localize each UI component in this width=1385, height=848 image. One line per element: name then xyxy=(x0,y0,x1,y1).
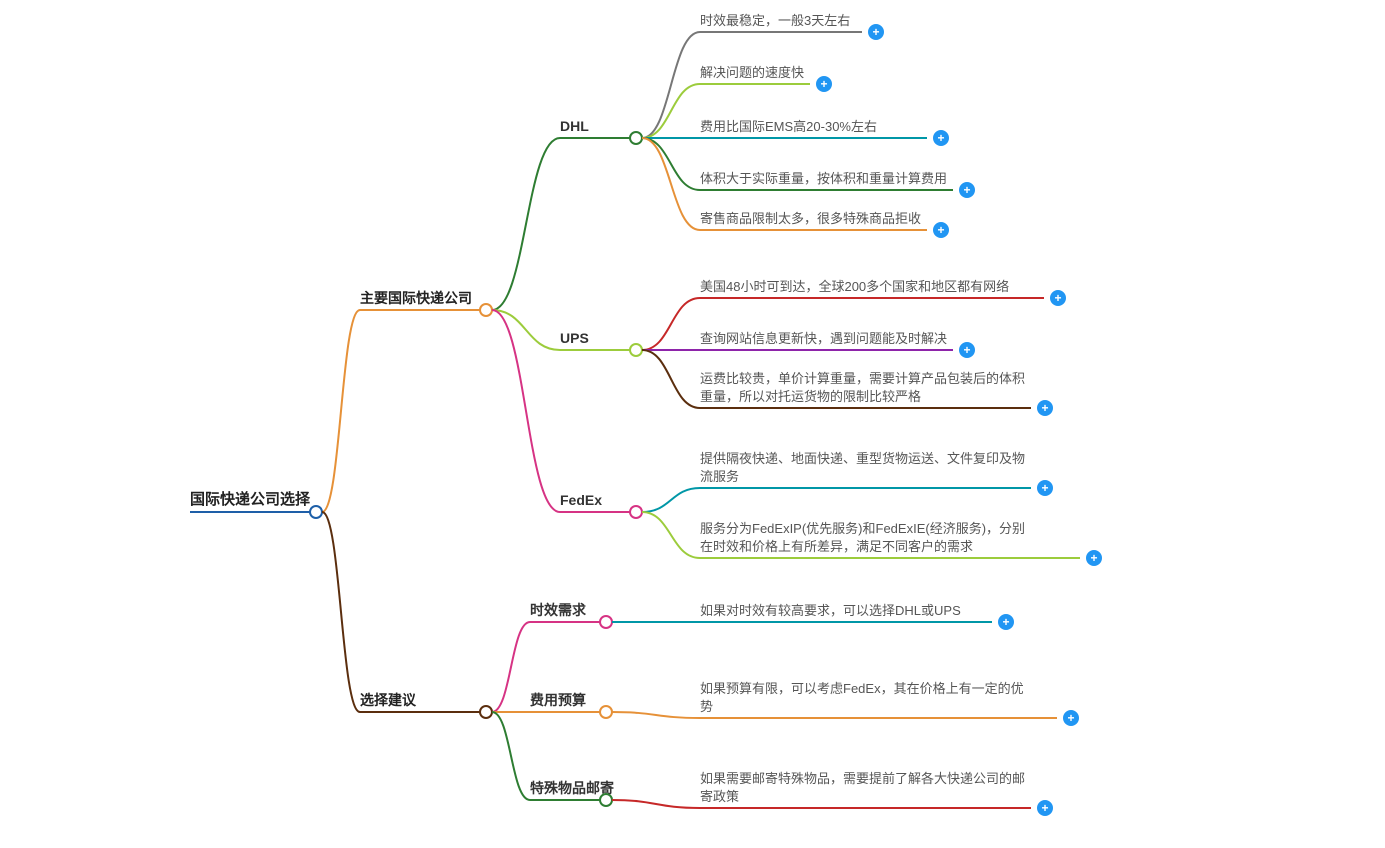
node-time[interactable] xyxy=(600,616,612,628)
node-fedex[interactable] xyxy=(630,506,642,518)
edge-advice-time xyxy=(492,622,530,712)
node-advice[interactable] xyxy=(480,706,492,718)
node-dhl[interactable] xyxy=(630,132,642,144)
leaf-ups1-line0: 美国48小时可到达，全球200多个国家和地区都有网络 xyxy=(700,279,1009,294)
expand-dhl5-glyph: + xyxy=(937,223,944,237)
node-companies[interactable] xyxy=(480,304,492,316)
node-special[interactable] xyxy=(600,794,612,806)
edge-advice-special xyxy=(492,712,530,800)
leaf-ups3-line1: 重量，所以对托运货物的限制比较严格 xyxy=(700,389,921,404)
label-fedex: FedEx xyxy=(560,492,602,508)
expand-dhl2-glyph: + xyxy=(820,77,827,91)
leaf-fedex1-line1: 流服务 xyxy=(700,469,739,484)
edge-companies-dhl xyxy=(492,138,560,310)
leaf-dhl5-line0: 寄售商品限制太多，很多特殊商品拒收 xyxy=(700,211,921,226)
expand-fedex1-glyph: + xyxy=(1041,481,1048,495)
expand-special1-glyph: + xyxy=(1041,801,1048,815)
expand-time1-glyph: + xyxy=(1002,615,1009,629)
expand-fedex2-glyph: + xyxy=(1090,551,1097,565)
label-special: 特殊物品邮寄 xyxy=(530,780,614,796)
label-dhl: DHL xyxy=(560,118,589,134)
edge-ups-ups3 xyxy=(642,350,700,408)
edge-dhl-dhl5 xyxy=(642,138,700,230)
edge-root-advice xyxy=(322,512,360,712)
node-ups[interactable] xyxy=(630,344,642,356)
root-node[interactable] xyxy=(310,506,322,518)
leaf-dhl1-line0: 时效最稳定，一般3天左右 xyxy=(700,13,850,28)
leaf-fedex2-line0: 服务分为FedExIP(优先服务)和FedExIE(经济服务)，分别 xyxy=(700,521,1025,536)
edge-special-special1 xyxy=(612,800,700,808)
leaf-dhl2-line0: 解决问题的速度快 xyxy=(700,65,804,80)
edge-ups-ups1 xyxy=(642,298,700,350)
expand-dhl1-glyph: + xyxy=(872,25,879,39)
root-label: 国际快递公司选择 xyxy=(190,490,311,508)
label-time: 时效需求 xyxy=(530,602,587,618)
leaf-fedex2-line1: 在时效和价格上有所差异，满足不同客户的需求 xyxy=(700,539,973,554)
expand-ups2-glyph: + xyxy=(963,343,970,357)
leaf-special1-line0: 如果需要邮寄特殊物品，需要提前了解各大快递公司的邮 xyxy=(700,771,1025,786)
leaf-special1-line1: 寄政策 xyxy=(700,789,739,804)
leaf-dhl3-line0: 费用比国际EMS高20-30%左右 xyxy=(700,119,877,134)
edge-fedex-fedex2 xyxy=(642,512,700,558)
edge-dhl-dhl2 xyxy=(642,84,700,138)
leaf-ups3-line0: 运费比较贵，单价计算重量，需要计算产品包装后的体积 xyxy=(700,371,1025,386)
label-budget: 费用预算 xyxy=(530,692,586,708)
leaf-ups2-line0: 查询网站信息更新快，遇到问题能及时解决 xyxy=(700,331,947,346)
label-ups: UPS xyxy=(560,330,589,346)
edge-budget-budget1 xyxy=(612,712,700,718)
edge-companies-fedex xyxy=(492,310,560,512)
label-companies: 主要国际快递公司 xyxy=(360,290,472,306)
leaf-fedex1-line0: 提供隔夜快递、地面快递、重型货物运送、文件复印及物 xyxy=(700,451,1025,466)
edge-fedex-fedex1 xyxy=(642,488,700,512)
leaf-time1-line0: 如果对时效有较高要求，可以选择DHL或UPS xyxy=(700,603,961,618)
expand-dhl4-glyph: + xyxy=(963,183,970,197)
expand-ups1-glyph: + xyxy=(1054,291,1061,305)
leaf-budget1-line0: 如果预算有限，可以考虑FedEx，其在价格上有一定的优 xyxy=(700,681,1024,696)
node-budget[interactable] xyxy=(600,706,612,718)
expand-ups3-glyph: + xyxy=(1041,401,1048,415)
leaf-budget1-line1: 势 xyxy=(700,699,713,714)
edge-root-companies xyxy=(322,310,360,512)
mindmap-canvas: 国际快递公司选择 主要国际快递公司选择建议 DHL UPS FedEx 时效需求费用预算特… xyxy=(0,0,1385,848)
leaf-dhl4-line0: 体积大于实际重量，按体积和重量计算费用 xyxy=(700,171,947,186)
expand-budget1-glyph: + xyxy=(1067,711,1074,725)
expand-dhl3-glyph: + xyxy=(937,131,944,145)
label-advice: 选择建议 xyxy=(360,692,417,708)
